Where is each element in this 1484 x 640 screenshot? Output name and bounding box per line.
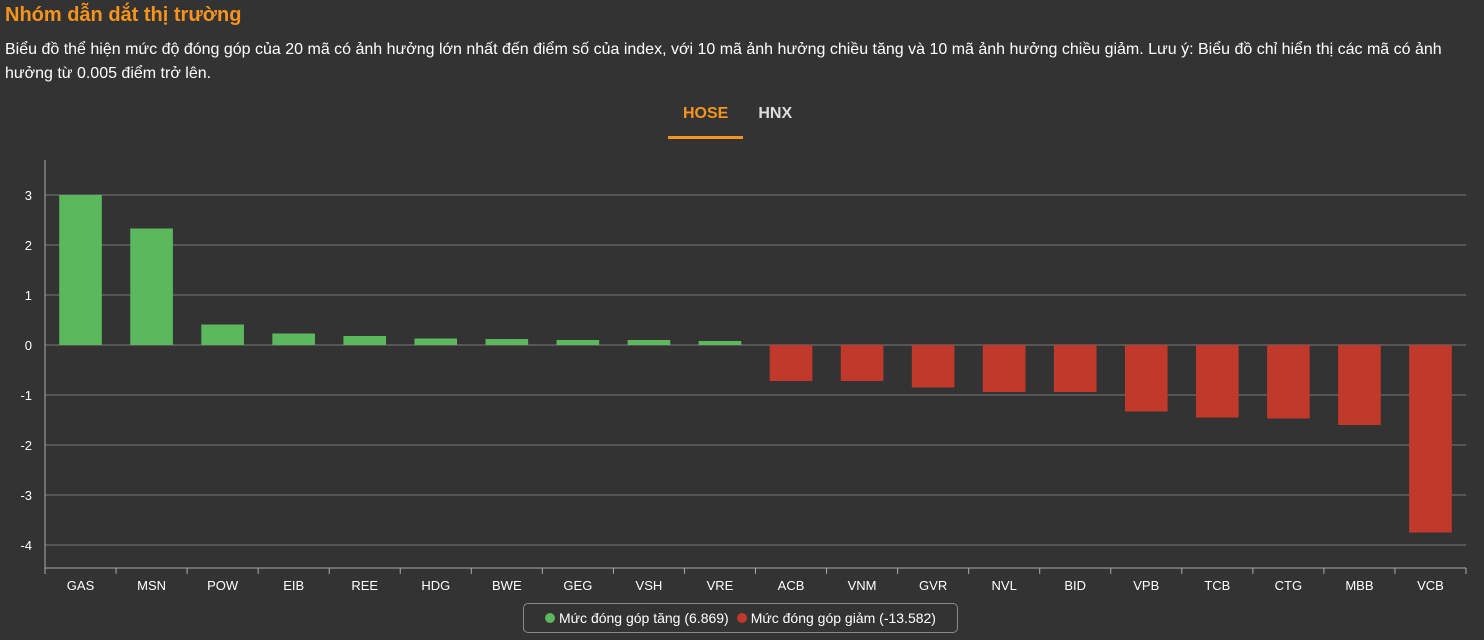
x-tick-label: CTG xyxy=(1275,578,1302,593)
x-tick-label: EIB xyxy=(283,578,304,593)
y-tick-label: 3 xyxy=(25,188,32,203)
y-tick-label: -2 xyxy=(20,438,32,453)
x-tick-label: MSN xyxy=(137,578,166,593)
positive-dot-icon xyxy=(545,613,556,623)
bar-vnm xyxy=(840,345,884,381)
x-tick-label: GVR xyxy=(919,578,947,593)
x-tick-label: BWE xyxy=(492,578,522,593)
x-tick-label: TCB xyxy=(1204,578,1230,593)
bar-geg xyxy=(556,340,600,345)
bar-acb xyxy=(769,345,813,381)
bar-msn xyxy=(130,228,173,345)
legend-positive-label: Mức đóng góp tăng (6.869) xyxy=(559,610,729,626)
y-tick-label: -4 xyxy=(20,538,32,553)
bar-mbb xyxy=(1338,345,1381,425)
x-tick-label: VSH xyxy=(636,578,663,593)
x-tick-label: ACB xyxy=(778,578,805,593)
bar-bid xyxy=(1053,345,1097,392)
x-tick-label: POW xyxy=(207,578,239,593)
chart-legend: Mức đóng góp tăng (6.869) Mức đóng góp g… xyxy=(523,603,958,633)
bar-pow xyxy=(201,324,244,345)
bar-nvl xyxy=(982,345,1026,392)
bar-eib xyxy=(272,333,315,345)
bar-vcb xyxy=(1409,345,1452,533)
chart-description: Biểu đồ thể hiện mức độ đóng góp của 20 … xyxy=(5,41,1442,82)
bar-ctg xyxy=(1267,345,1310,419)
x-tick-label: GEG xyxy=(563,578,592,593)
x-tick-label: NVL xyxy=(992,578,1017,593)
bar-tcb xyxy=(1196,345,1239,418)
y-tick-label: -1 xyxy=(20,388,32,403)
bar-vpb xyxy=(1124,345,1168,412)
bar-gvr xyxy=(911,345,955,388)
bar-vre xyxy=(698,341,742,345)
x-tick-label: VNM xyxy=(848,578,877,593)
x-tick-label: VCB xyxy=(1417,578,1444,593)
x-tick-label: BID xyxy=(1064,578,1086,593)
y-tick-label: 1 xyxy=(25,288,32,303)
legend-negative-label: Mức đóng góp giảm (-13.582) xyxy=(750,610,936,626)
chart-title: Nhóm dẫn dắt thị trường xyxy=(5,4,242,26)
x-tick-label: HDG xyxy=(421,578,450,593)
x-tick-label: GAS xyxy=(67,578,95,593)
tab-hnx[interactable]: HNX xyxy=(758,105,793,122)
x-tick-label: VPB xyxy=(1133,578,1159,593)
bar-vsh xyxy=(627,340,671,345)
bar-gas xyxy=(59,195,102,345)
y-tick-label: 2 xyxy=(25,238,32,253)
x-tick-label: REE xyxy=(351,578,378,593)
y-tick-label: 0 xyxy=(25,338,32,353)
bar-ree xyxy=(343,336,387,345)
bar-bwe xyxy=(485,339,529,345)
x-tick-label: VRE xyxy=(707,578,734,593)
contribution-bar-chart: 3 2 1 0 -1 -2 -3 -4 GAS MSN POW EIB REE HDG BWE GEG VSH V… xyxy=(20,160,1467,593)
negative-dot-icon xyxy=(736,613,747,623)
tab-hose[interactable]: HOSE xyxy=(668,100,744,139)
x-tick-label: MBB xyxy=(1345,578,1373,593)
exchange-tabs: HOSE HNX xyxy=(668,100,807,139)
bar-hdg xyxy=(414,338,458,345)
legend-positive[interactable]: Mức đóng góp tăng (6.869) xyxy=(545,610,729,626)
y-tick-label: -3 xyxy=(20,488,32,503)
legend-negative[interactable]: Mức đóng góp giảm (-13.582) xyxy=(736,610,936,626)
